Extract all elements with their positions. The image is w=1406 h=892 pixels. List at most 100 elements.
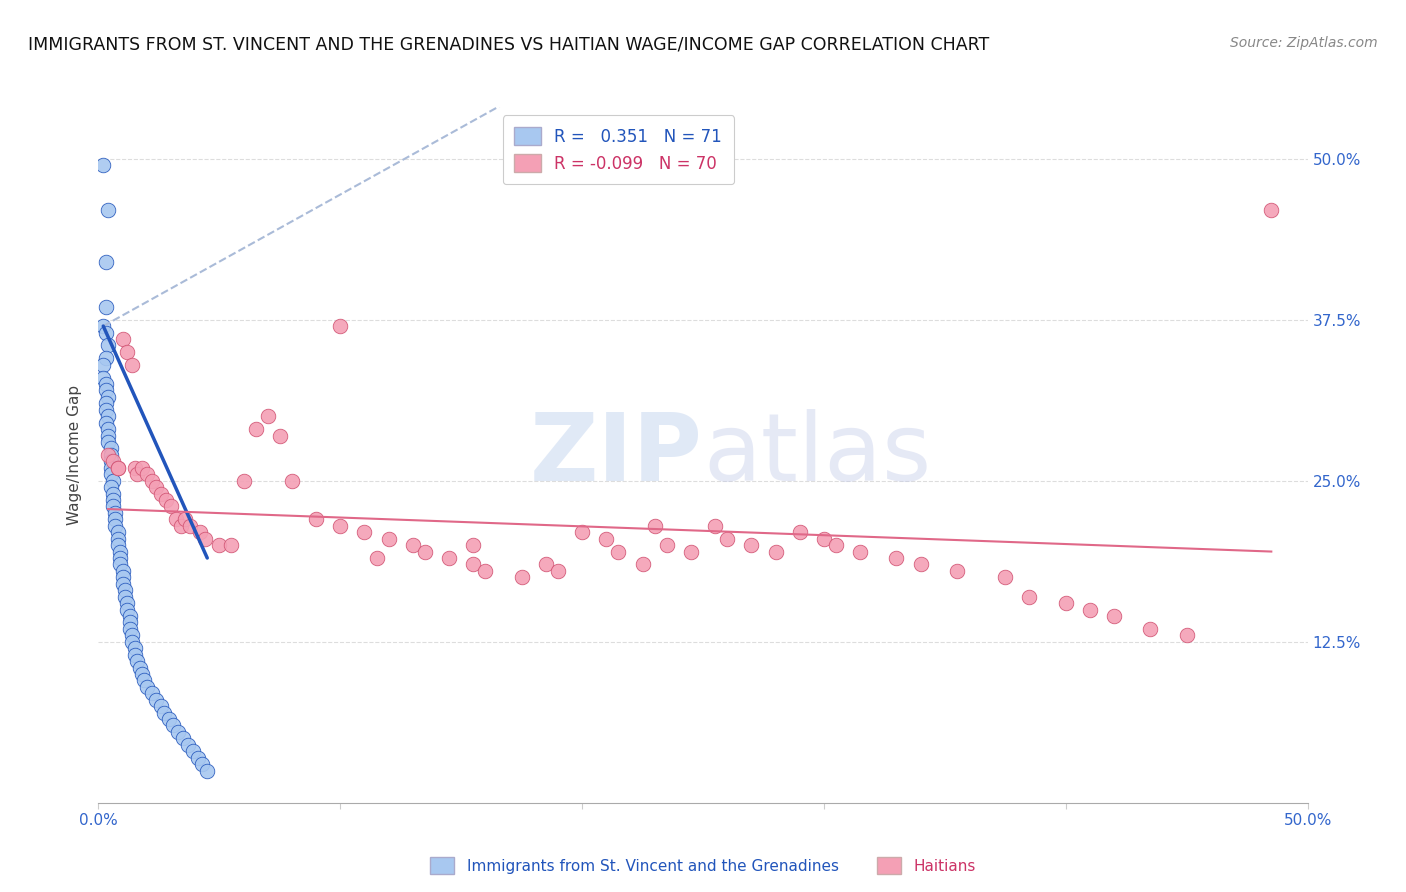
Point	[94, 351, 117, 366]
Point	[111, 576, 134, 591]
Point	[366, 551, 388, 566]
Point	[740, 538, 762, 552]
Point	[413, 544, 436, 558]
Point	[765, 544, 787, 558]
Point	[100, 442, 122, 456]
Point	[117, 602, 139, 616]
Point	[165, 512, 187, 526]
Point	[994, 570, 1017, 584]
Point	[644, 518, 666, 533]
Point	[108, 544, 131, 558]
Text: atlas: atlas	[703, 409, 931, 501]
Point	[104, 512, 127, 526]
Point	[167, 725, 190, 739]
Point	[100, 480, 122, 494]
Point	[534, 558, 557, 572]
Point	[97, 435, 120, 450]
Point	[141, 474, 163, 488]
Point	[118, 609, 141, 624]
Point	[437, 551, 460, 566]
Point	[655, 538, 678, 552]
Point	[174, 512, 197, 526]
Point	[157, 712, 180, 726]
Point	[402, 538, 425, 552]
Point	[1139, 622, 1161, 636]
Point	[111, 332, 134, 346]
Point	[124, 460, 146, 475]
Point	[108, 551, 131, 566]
Point	[188, 525, 211, 540]
Point	[94, 402, 117, 417]
Point	[886, 551, 908, 566]
Point	[97, 203, 120, 218]
Point	[118, 615, 141, 630]
Point	[91, 319, 114, 334]
Point	[377, 532, 399, 546]
Point	[510, 570, 533, 584]
Point	[97, 428, 120, 442]
Point	[108, 558, 131, 572]
Point	[94, 326, 117, 340]
Point	[101, 486, 124, 500]
Point	[232, 474, 254, 488]
Text: ZIP: ZIP	[530, 409, 703, 501]
Point	[547, 564, 569, 578]
Point	[107, 460, 129, 475]
Point	[595, 532, 617, 546]
Point	[101, 493, 124, 508]
Point	[114, 590, 136, 604]
Point	[145, 692, 167, 706]
Point	[100, 467, 122, 482]
Point	[910, 558, 932, 572]
Point	[97, 338, 120, 352]
Point	[141, 686, 163, 700]
Point	[679, 544, 702, 558]
Point	[1175, 628, 1198, 642]
Point	[221, 538, 243, 552]
Point	[256, 409, 278, 424]
Point	[789, 525, 811, 540]
Point	[135, 680, 157, 694]
Point	[813, 532, 835, 546]
Point	[1054, 596, 1077, 610]
Point	[97, 409, 120, 424]
Point	[179, 518, 201, 533]
Point	[97, 390, 120, 404]
Text: Source: ZipAtlas.com: Source: ZipAtlas.com	[1230, 36, 1378, 50]
Point	[571, 525, 593, 540]
Point	[97, 422, 120, 436]
Point	[160, 500, 183, 514]
Point	[195, 764, 218, 778]
Point	[91, 370, 114, 384]
Point	[100, 448, 122, 462]
Text: IMMIGRANTS FROM ST. VINCENT AND THE GRENADINES VS HAITIAN WAGE/INCOME GAP CORREL: IMMIGRANTS FROM ST. VINCENT AND THE GREN…	[28, 36, 990, 54]
Point	[208, 538, 231, 552]
Point	[1018, 590, 1040, 604]
Point	[111, 570, 134, 584]
Point	[150, 699, 173, 714]
Point	[127, 467, 149, 482]
Point	[107, 460, 129, 475]
Point	[152, 706, 174, 720]
Point	[100, 460, 122, 475]
Point	[329, 518, 352, 533]
Point	[101, 474, 124, 488]
Point	[191, 757, 214, 772]
Point	[101, 500, 124, 514]
Point	[1102, 609, 1125, 624]
Point	[124, 641, 146, 656]
Point	[181, 744, 204, 758]
Point	[1078, 602, 1101, 616]
Point	[825, 538, 848, 552]
Point	[177, 738, 200, 752]
Point	[121, 358, 143, 372]
Point	[107, 538, 129, 552]
Point	[128, 660, 150, 674]
Point	[127, 654, 149, 668]
Point	[124, 648, 146, 662]
Point	[131, 460, 153, 475]
Y-axis label: Wage/Income Gap: Wage/Income Gap	[67, 384, 83, 525]
Point	[101, 454, 124, 468]
Point	[94, 254, 117, 268]
Point	[463, 558, 485, 572]
